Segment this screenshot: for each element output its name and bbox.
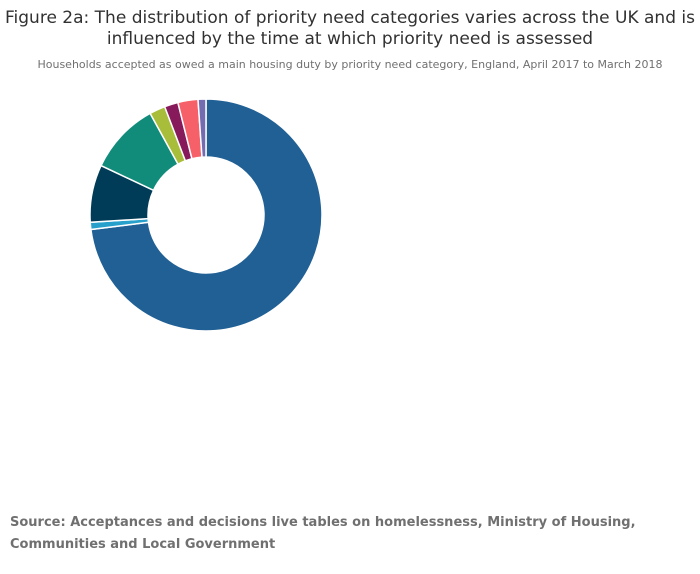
- donut-slice-7: [197, 98, 207, 158]
- source-note: Source: Acceptances and decisions live t…: [10, 515, 636, 552]
- donut-slice-0: [90, 98, 323, 332]
- chart-subtitle: Households accepted as owed a main housi…: [37, 58, 663, 71]
- chart-title: Figure 2a: The distribution of priority …: [5, 8, 695, 49]
